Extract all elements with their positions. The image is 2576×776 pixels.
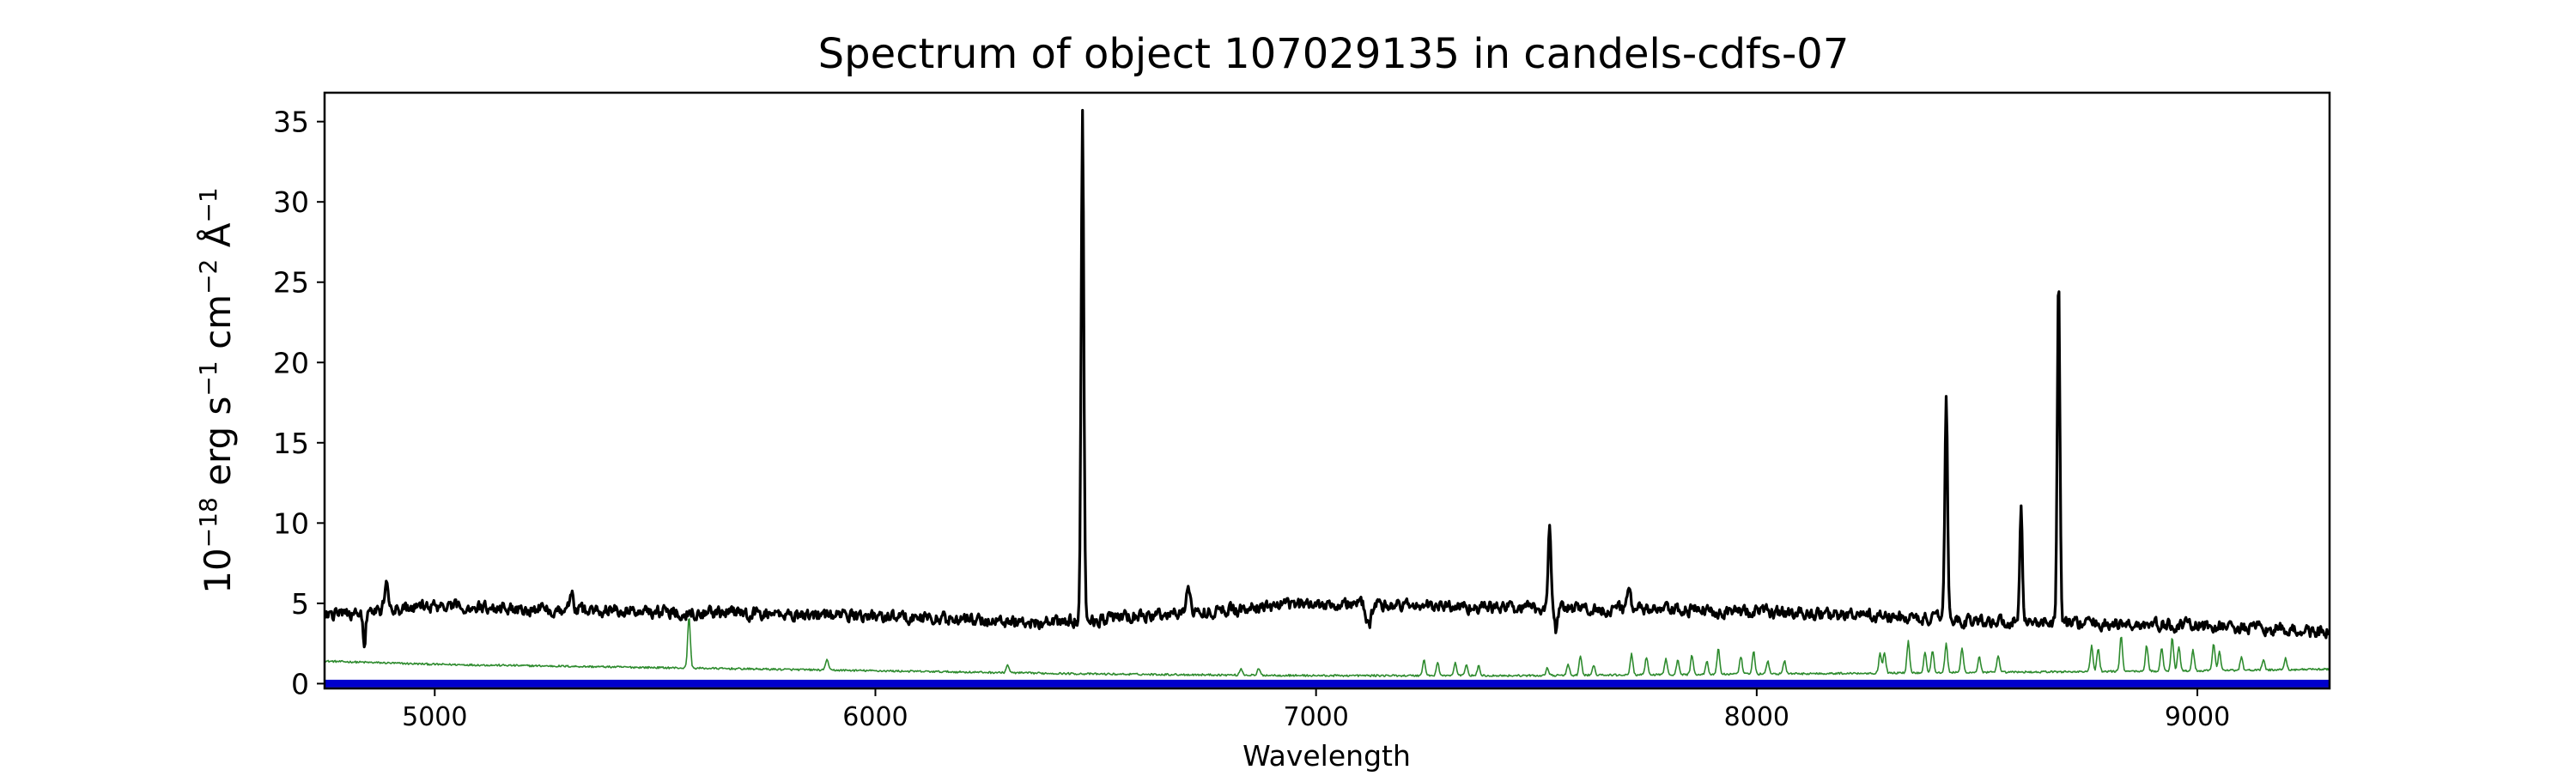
y-tick-label: 30 <box>273 185 309 219</box>
x-tick-label: 8000 <box>1724 702 1789 732</box>
y-label-exp2: −1 <box>194 361 222 396</box>
y-tick-label: 35 <box>273 106 309 139</box>
y-tick-label: 20 <box>273 346 309 379</box>
y-label-exp3: −2 <box>194 259 222 294</box>
y-label-text1: erg s <box>197 397 239 498</box>
y-tick-label: 5 <box>291 587 309 621</box>
y-tick-label: 25 <box>273 266 309 300</box>
y-label-text3: Å <box>196 222 239 258</box>
y-tick-label: 10 <box>273 506 309 540</box>
flux-spectrum-line <box>325 108 2330 649</box>
x-tick-label: 6000 <box>842 702 908 732</box>
y-axis: 0 5 10 15 20 25 30 35 <box>273 106 325 700</box>
x-tick-label: 5000 <box>402 702 467 732</box>
y-label-exp4: −1 <box>194 187 222 222</box>
plot-frame <box>323 91 2331 690</box>
x-axis: 5000 6000 7000 8000 9000 <box>402 688 2230 732</box>
chart-title: Spectrum of object 107029135 in candels-… <box>818 30 1850 78</box>
plot-area <box>325 108 2330 688</box>
y-label-base: 10 <box>197 548 239 593</box>
x-tick-label: 9000 <box>2165 702 2230 732</box>
y-tick-label: 0 <box>291 667 309 700</box>
x-axis-label: Wavelength <box>1242 739 1411 773</box>
y-axis-label: 10−18 erg s−1 cm−2 Å−1 <box>194 187 239 593</box>
x-tick-label: 7000 <box>1283 702 1348 732</box>
y-label-exp1: −18 <box>194 497 222 548</box>
y-tick-label: 15 <box>273 427 309 460</box>
y-label-text2: cm <box>197 294 239 361</box>
sky-spectrum-line <box>325 618 2330 677</box>
